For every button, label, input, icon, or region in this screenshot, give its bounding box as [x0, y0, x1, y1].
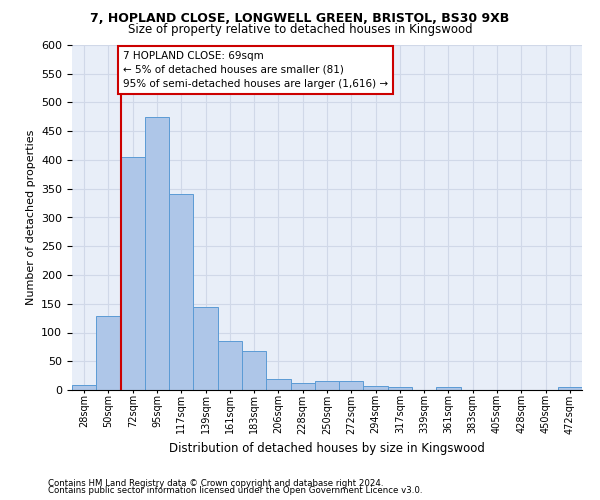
Text: Contains HM Land Registry data © Crown copyright and database right 2024.: Contains HM Land Registry data © Crown c…	[48, 478, 383, 488]
Text: Contains public sector information licensed under the Open Government Licence v3: Contains public sector information licen…	[48, 486, 422, 495]
Bar	[315, 382, 339, 390]
Bar	[388, 386, 412, 390]
Bar	[145, 117, 169, 390]
Text: 7 HOPLAND CLOSE: 69sqm
← 5% of detached houses are smaller (81)
95% of semi-deta: 7 HOPLAND CLOSE: 69sqm ← 5% of detached …	[123, 50, 388, 88]
Bar	[290, 383, 315, 390]
Bar	[121, 157, 145, 390]
Y-axis label: Number of detached properties: Number of detached properties	[26, 130, 35, 305]
Bar	[266, 378, 290, 390]
X-axis label: Distribution of detached houses by size in Kingswood: Distribution of detached houses by size …	[169, 442, 485, 455]
Bar	[436, 387, 461, 390]
Bar	[193, 306, 218, 390]
Bar	[558, 387, 582, 390]
Bar	[96, 316, 121, 390]
Bar	[242, 351, 266, 390]
Bar	[364, 386, 388, 390]
Bar	[72, 385, 96, 390]
Text: Size of property relative to detached houses in Kingswood: Size of property relative to detached ho…	[128, 24, 472, 36]
Bar	[218, 341, 242, 390]
Bar	[339, 382, 364, 390]
Text: 7, HOPLAND CLOSE, LONGWELL GREEN, BRISTOL, BS30 9XB: 7, HOPLAND CLOSE, LONGWELL GREEN, BRISTO…	[91, 12, 509, 26]
Title: 7, HOPLAND CLOSE, LONGWELL GREEN, BRISTOL, BS30 9XB
Size of property relative to: 7, HOPLAND CLOSE, LONGWELL GREEN, BRISTO…	[0, 499, 1, 500]
Bar	[169, 194, 193, 390]
